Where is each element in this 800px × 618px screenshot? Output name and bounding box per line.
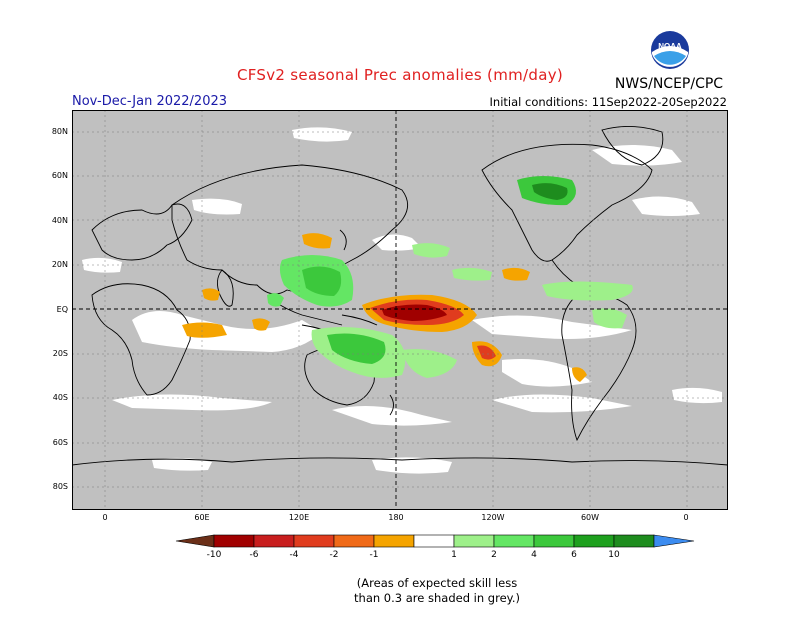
wet-anomalies — [267, 176, 633, 378]
lat-label: EQ — [56, 305, 68, 314]
colorbar-label: 4 — [531, 550, 537, 560]
coastlines — [72, 126, 728, 466]
colorbar-swatch — [253, 534, 295, 548]
colorbar-swatch — [613, 534, 655, 548]
lon-label: 60E — [194, 513, 210, 522]
lat-label: 40N — [51, 216, 68, 225]
precip-anomaly-map — [72, 110, 728, 510]
colorbar-swatch — [213, 534, 255, 548]
colorbar-swatch — [533, 534, 575, 548]
map-panel — [72, 110, 728, 514]
colorbar-swatch — [493, 534, 535, 548]
colorbar-swatch — [453, 534, 495, 548]
lat-label: 80N — [51, 127, 68, 136]
lat-label: 60N — [51, 171, 68, 180]
lon-label: 180 — [388, 513, 404, 522]
colorbar-label: -1 — [370, 550, 379, 560]
map-border — [72, 110, 728, 510]
colorbar-swatch — [653, 534, 695, 548]
lon-label: 0 — [683, 513, 689, 522]
lon-label: 120W — [481, 513, 505, 522]
logo-text: NOAA — [658, 42, 682, 51]
colorbar-label: -6 — [250, 550, 259, 560]
chart-title: CFSv2 seasonal Prec anomalies (mm/day) — [236, 66, 564, 84]
lat-label: 80S — [52, 482, 68, 491]
colorbar-swatch — [573, 534, 615, 548]
initial-conditions-label: Initial conditions: 11Sep2022-20Sep2022 — [489, 95, 727, 109]
colorbar-swatch — [333, 534, 375, 548]
colorbar-label: 6 — [571, 550, 577, 560]
dry-anomalies — [182, 233, 587, 382]
skill-note-line: (Areas of expected skill less — [356, 576, 518, 590]
noaa-logo: NOAA — [650, 30, 690, 74]
colorbar-label: 2 — [491, 550, 497, 560]
lat-label: 40S — [52, 393, 68, 402]
colorbar-swatch — [373, 534, 415, 548]
equator-dateline — [72, 110, 728, 510]
lon-label: 60W — [580, 513, 600, 522]
skill-note-line: than 0.3 are shaded in grey.) — [354, 591, 520, 605]
colorbar-label: 1 — [451, 550, 457, 560]
neutral-areas — [82, 127, 722, 474]
lat-label: 60S — [52, 438, 68, 447]
lon-label: 0 — [102, 513, 108, 522]
lat-label: 20S — [52, 349, 68, 358]
colorbar-swatch — [293, 534, 335, 548]
grid-lines — [72, 110, 728, 510]
colorbar-label: -10 — [207, 550, 222, 560]
lon-label: 120E — [288, 513, 310, 522]
agency-label: NWS/NCEP/CPC — [614, 76, 724, 92]
colorbar: -10 -6 -4 -2 -1 1 2 4 6 10 — [0, 530, 800, 574]
lat-label: 20N — [51, 260, 68, 269]
colorbar-label: -2 — [330, 550, 339, 560]
colorbar-swatch — [175, 534, 215, 548]
season-label: Nov-Dec-Jan 2022/2023 — [72, 94, 228, 109]
colorbar-swatch — [413, 534, 455, 548]
skill-note: (Areas of expected skill less than 0.3 a… — [0, 576, 800, 606]
colorbar-label: 10 — [608, 550, 620, 560]
colorbar-label: -4 — [290, 550, 299, 560]
